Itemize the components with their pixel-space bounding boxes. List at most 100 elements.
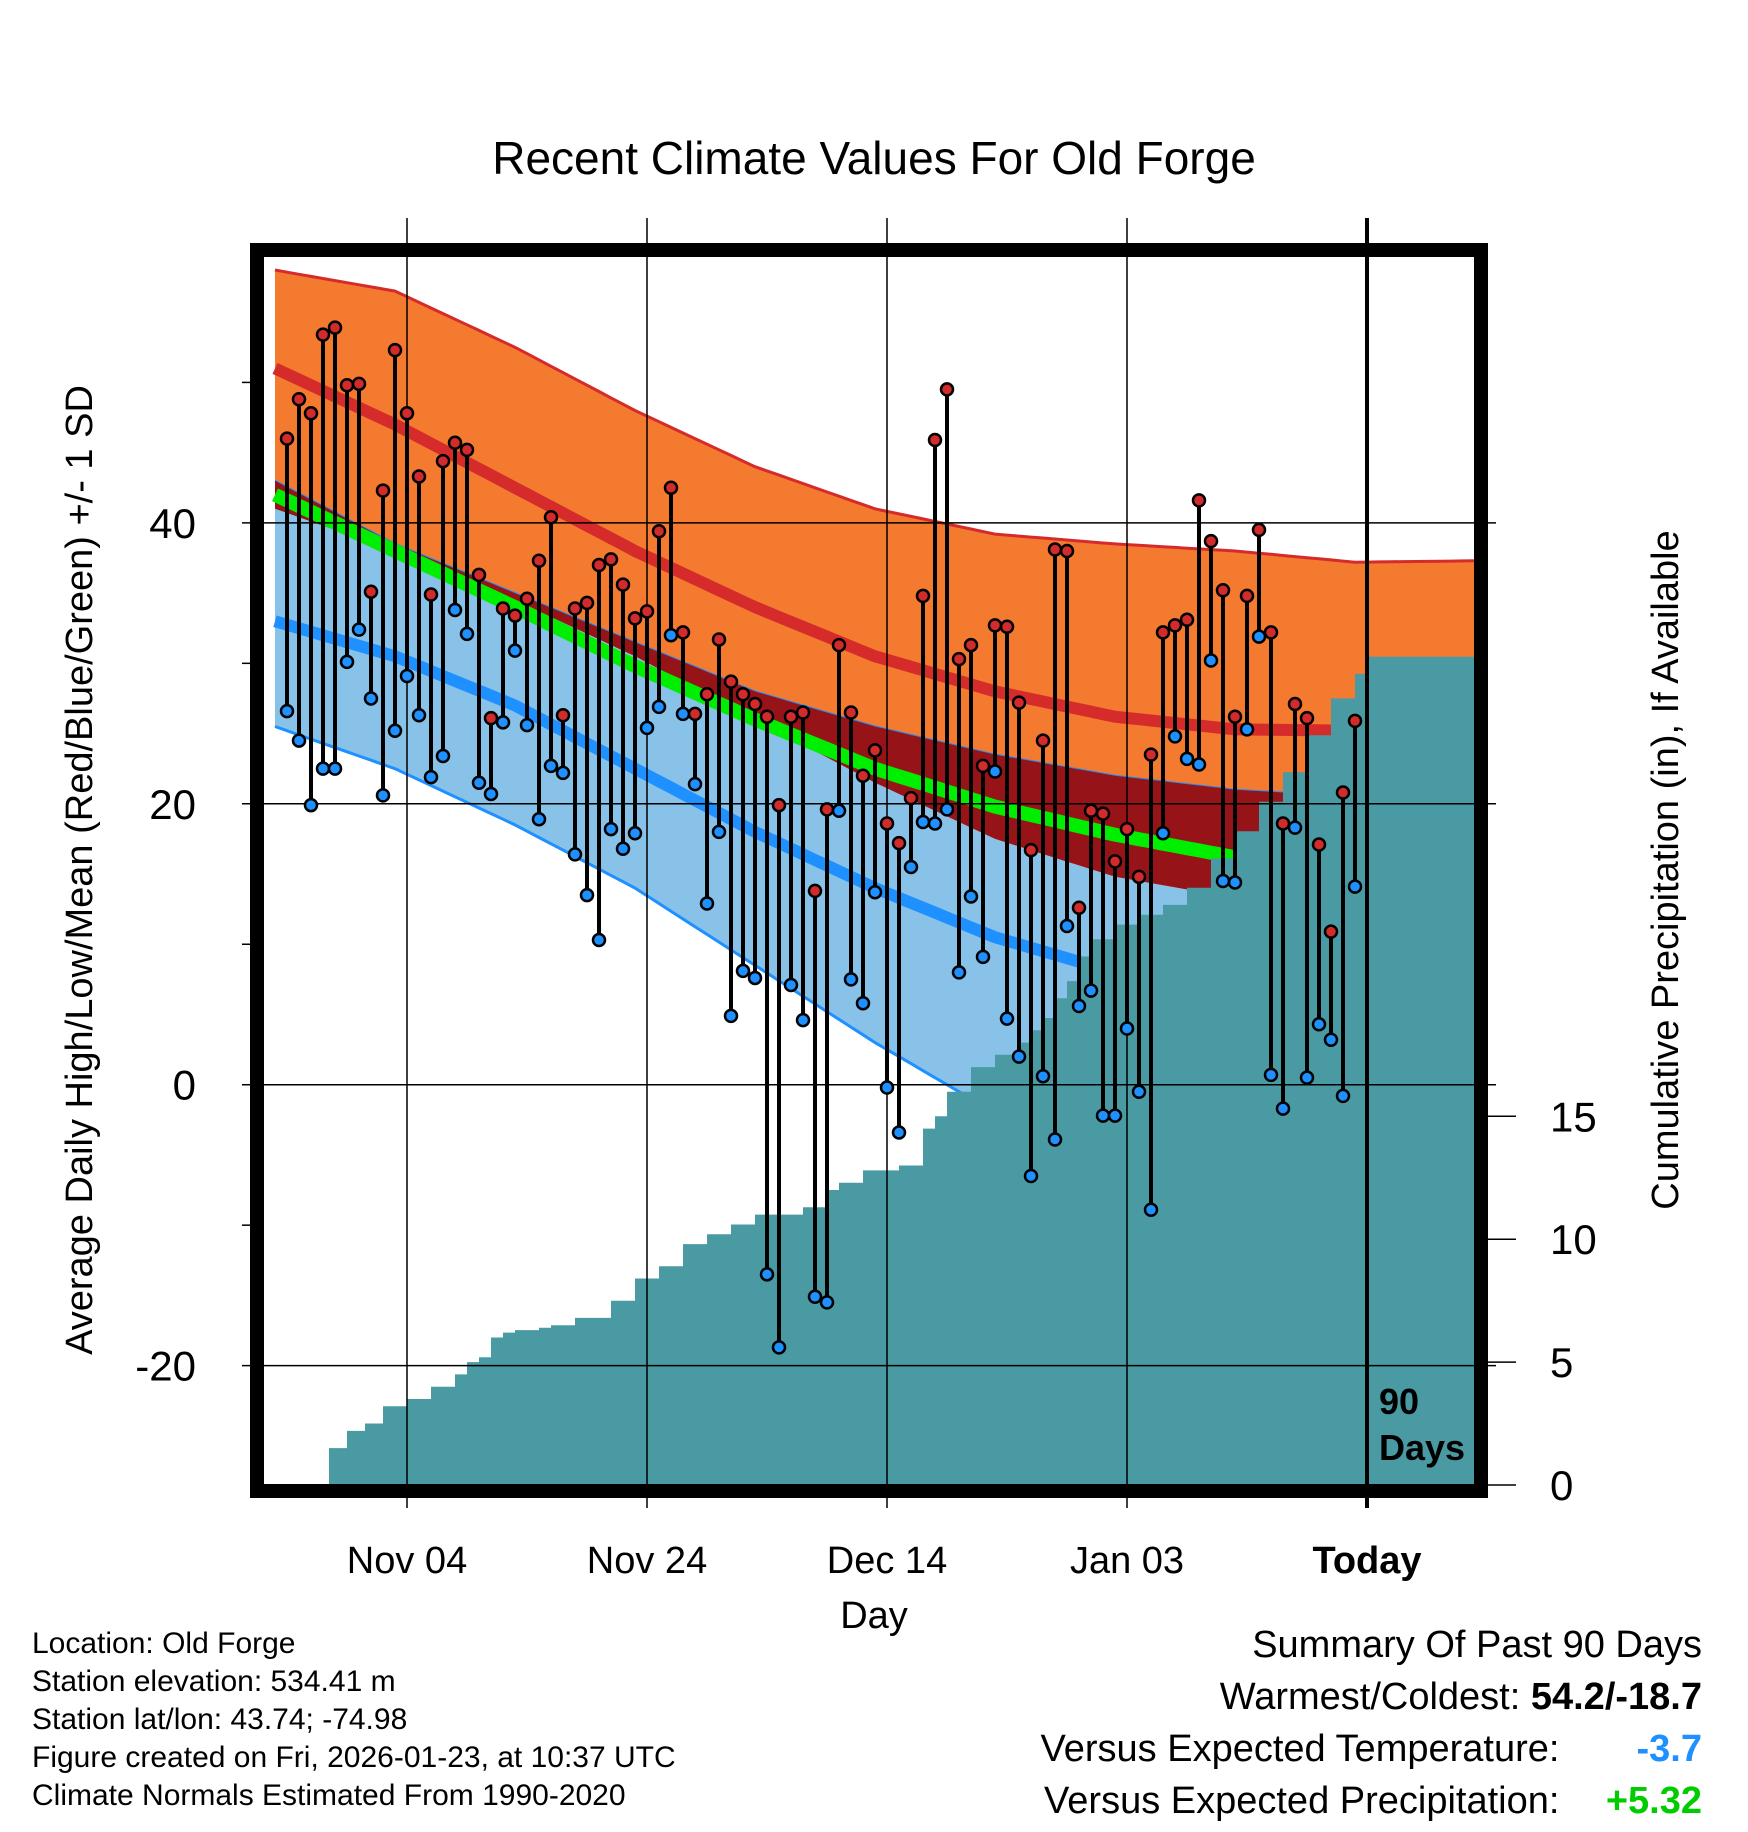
daily-low-point bbox=[447, 602, 463, 618]
daily-low-point bbox=[291, 733, 307, 748]
daily-low-point bbox=[591, 932, 607, 948]
daily-low-point bbox=[699, 896, 715, 911]
daily-high-point bbox=[831, 637, 847, 653]
summary-panel: Summary Of Past 90 Days Warmest/Coldest:… bbox=[1041, 1624, 1702, 1832]
daily-low-point bbox=[435, 748, 451, 764]
daily-low-point bbox=[903, 859, 919, 875]
today-label-line2: Days bbox=[1379, 1427, 1465, 1468]
daily-high-point bbox=[1107, 854, 1123, 869]
daily-high-point bbox=[471, 567, 487, 583]
daily-high-point bbox=[723, 674, 739, 689]
daily-high-point bbox=[855, 768, 871, 783]
daily-high-point bbox=[711, 632, 727, 647]
daily-low-point bbox=[663, 627, 679, 643]
daily-low-point bbox=[879, 1080, 895, 1095]
daily-high-point bbox=[1131, 869, 1147, 885]
daily-high-point bbox=[975, 758, 991, 774]
daily-high-point bbox=[627, 611, 643, 626]
daily-low-point bbox=[507, 643, 523, 658]
y-tick-label: 0 bbox=[173, 1062, 196, 1109]
daily-high-point bbox=[1347, 713, 1363, 729]
plot-frame bbox=[250, 243, 1488, 1498]
daily-high-point bbox=[1011, 695, 1027, 710]
daily-low-point bbox=[483, 786, 499, 802]
daily-high-point bbox=[339, 377, 355, 393]
daily-high-point bbox=[1095, 806, 1111, 821]
x-tick-label: Jan 03 bbox=[1070, 1540, 1184, 1582]
daily-low-point bbox=[795, 1012, 811, 1028]
daily-low-point bbox=[867, 885, 883, 900]
daily-high-point bbox=[651, 524, 667, 539]
daily-high-point bbox=[1239, 588, 1255, 604]
daily-low-point bbox=[1167, 729, 1183, 744]
x-tick-label: Nov 04 bbox=[347, 1540, 467, 1582]
daily-low-point bbox=[1119, 1021, 1135, 1036]
daily-high-point bbox=[1167, 618, 1183, 633]
daily-high-point bbox=[303, 406, 319, 421]
daily-low-point bbox=[531, 811, 547, 827]
daily-high-point bbox=[447, 435, 463, 451]
daily-high-point bbox=[603, 552, 619, 567]
daily-low-point bbox=[1071, 998, 1087, 1014]
daily-low-point bbox=[759, 1267, 775, 1282]
warm-cold-label: Warmest/Coldest: bbox=[1219, 1676, 1521, 1718]
y-axis-label: Average Daily High/Low/Mean (Red/Blue/Gr… bbox=[59, 385, 101, 1355]
station-info: Location: Old Forge Station elevation: 5… bbox=[32, 1625, 676, 1815]
daily-low-point bbox=[1023, 1168, 1039, 1184]
x-axis-label: Day bbox=[840, 1595, 908, 1637]
created-text: Figure created on Fri, 2026-01-23, at 10… bbox=[32, 1741, 676, 1774]
daily-low-point bbox=[411, 708, 427, 723]
daily-low-point bbox=[735, 963, 751, 979]
daily-low-point bbox=[459, 626, 475, 642]
daily-observations bbox=[279, 320, 1363, 1355]
cumulative-precip-area bbox=[311, 656, 1475, 1485]
daily-high-point bbox=[591, 557, 607, 573]
daily-low-point bbox=[579, 887, 595, 903]
daily-low-point bbox=[747, 970, 763, 986]
daily-low-point bbox=[1191, 757, 1207, 772]
daily-low-point bbox=[1239, 722, 1255, 737]
daily-high-point bbox=[927, 432, 943, 448]
precip-row: Versus Expected Precipitation: +5.32 bbox=[1041, 1780, 1702, 1832]
daily-low-point bbox=[1263, 1067, 1279, 1083]
daily-high-point bbox=[1083, 803, 1099, 819]
y2-tick-label: 0 bbox=[1550, 1462, 1573, 1509]
daily-low-point bbox=[1287, 820, 1303, 835]
daily-high-point bbox=[867, 743, 883, 758]
precip-value: +5.32 bbox=[1605, 1780, 1702, 1822]
daily-low-point bbox=[987, 764, 1003, 779]
daily-high-point bbox=[687, 706, 703, 722]
daily-high-point bbox=[555, 708, 571, 723]
daily-low-point bbox=[1215, 873, 1231, 889]
daily-high-point bbox=[987, 618, 1003, 633]
daily-high-point bbox=[315, 327, 331, 342]
daily-low-point bbox=[975, 949, 991, 965]
daily-high-point bbox=[771, 797, 787, 813]
daily-high-point bbox=[807, 883, 823, 899]
daily-low-point bbox=[1059, 918, 1075, 934]
daily-low-point bbox=[723, 1008, 739, 1024]
daily-high-point bbox=[1071, 900, 1087, 915]
daily-low-point bbox=[519, 717, 535, 733]
daily-high-point bbox=[291, 392, 307, 407]
daily-high-point bbox=[999, 619, 1015, 635]
high-sd-upper-edge bbox=[274, 268, 1475, 564]
daily-low-point bbox=[471, 775, 487, 790]
daily-low-point bbox=[399, 668, 415, 684]
daily-high-point bbox=[507, 608, 523, 623]
daily-high-point bbox=[387, 342, 403, 358]
y2-tick-label: 15 bbox=[1550, 1093, 1597, 1140]
y2-axis-label: Cumulative Precipitation (in), If Availa… bbox=[1645, 530, 1687, 1209]
daily-low-point bbox=[999, 1011, 1015, 1026]
daily-high-point bbox=[903, 790, 919, 806]
daily-high-point bbox=[279, 431, 295, 446]
normal-high-line bbox=[272, 362, 1475, 737]
daily-low-point bbox=[1227, 875, 1243, 890]
daily-low-point bbox=[363, 691, 379, 706]
daily-low-point bbox=[555, 765, 571, 781]
daily-low-point bbox=[927, 816, 943, 831]
daily-high-point bbox=[327, 320, 343, 335]
daily-low-point bbox=[639, 720, 655, 736]
x-tick-label: Dec 14 bbox=[827, 1540, 947, 1582]
daily-high-point bbox=[915, 588, 931, 604]
